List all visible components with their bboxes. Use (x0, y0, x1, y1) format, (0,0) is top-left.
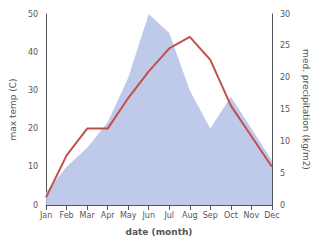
svg-text:50: 50 (28, 10, 38, 19)
svg-text:Aug: Aug (182, 211, 198, 220)
svg-text:Oct: Oct (224, 211, 238, 220)
svg-text:25: 25 (280, 41, 290, 50)
svg-text:Jul: Jul (163, 211, 174, 220)
svg-text:Apr: Apr (101, 211, 116, 220)
svg-text:20: 20 (28, 124, 38, 133)
svg-text:40: 40 (28, 48, 38, 57)
svg-text:Feb: Feb (60, 211, 74, 220)
svg-text:10: 10 (28, 162, 38, 171)
svg-text:Nov: Nov (244, 211, 260, 220)
svg-text:10: 10 (280, 137, 290, 146)
svg-text:Jan: Jan (39, 211, 52, 220)
svg-text:Dec: Dec (264, 211, 279, 220)
svg-text:Sep: Sep (203, 211, 218, 220)
svg-text:5: 5 (280, 169, 285, 178)
svg-text:max temp (C): max temp (C) (8, 78, 18, 140)
svg-text:20: 20 (280, 73, 290, 82)
svg-text:date (month): date (month) (126, 227, 193, 237)
svg-text:Jun: Jun (141, 211, 155, 220)
svg-text:15: 15 (280, 105, 290, 114)
svg-text:med. precipitation (kg/m2): med. precipitation (kg/m2) (301, 49, 311, 170)
svg-text:30: 30 (28, 86, 38, 95)
svg-text:0: 0 (280, 201, 285, 210)
svg-text:0: 0 (33, 201, 38, 210)
svg-text:May: May (120, 211, 137, 220)
svg-text:Mar: Mar (80, 211, 96, 220)
svg-text:30: 30 (280, 10, 290, 19)
